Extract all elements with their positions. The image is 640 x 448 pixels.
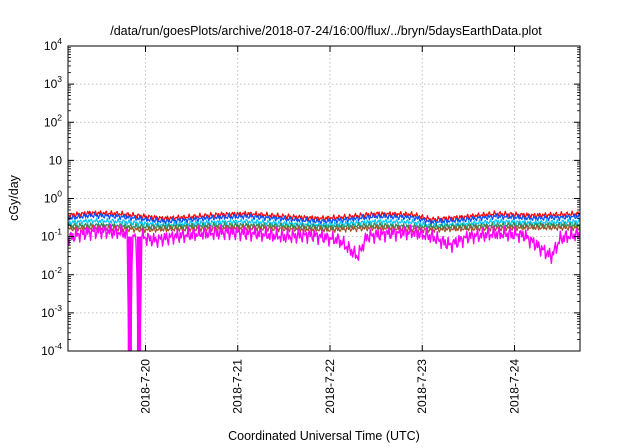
- y-tick-label-base: 10: [44, 39, 58, 53]
- y-tick-label-exponent: 3: [57, 74, 62, 84]
- x-tick-label: 2018-7-24: [508, 359, 522, 414]
- x-axis: 2018-7-20 2018-7-21 2018-7-22 2018-7-23 2018…: [138, 46, 522, 414]
- y-tick-label-base: 10: [44, 77, 58, 91]
- y-tick-label-base: 10: [44, 192, 58, 206]
- x-tick-label: 2018-7-21: [231, 359, 245, 414]
- chart-title: /data/run/goesPlots/archive/2018-07-24/1…: [110, 24, 542, 38]
- y-tick-label-exponent: -2: [54, 265, 62, 275]
- y-tick-label-base: 10: [49, 153, 63, 167]
- series-line: [67, 210, 581, 223]
- y-tick-label-exponent: 2: [57, 112, 62, 122]
- y-tick-label: 10-1: [41, 227, 62, 244]
- grid: [68, 46, 580, 351]
- y-tick-label: 10: [49, 153, 63, 167]
- series-layer: [67, 210, 581, 352]
- y-tick-label: 102: [44, 112, 62, 129]
- x-axis-label: Coordinated Universal Time (UTC): [228, 429, 420, 443]
- y-tick-label-base: 10: [41, 268, 55, 282]
- y-tick-label-base: 10: [41, 344, 55, 358]
- y-tick-label-exponent: 0: [57, 189, 62, 199]
- x-tick-label: 2018-7-23: [415, 359, 429, 414]
- y-tick-label-base: 10: [44, 115, 58, 129]
- x-tick-label: 2018-7-22: [323, 359, 337, 414]
- y-tick-label: 10-4: [41, 341, 62, 358]
- y-tick-label-base: 10: [41, 230, 55, 244]
- y-tick-label: 10-2: [41, 265, 62, 282]
- y-tick-label-base: 10: [41, 306, 55, 320]
- y-tick-label-exponent: -1: [54, 227, 62, 237]
- y-tick-label-exponent: -4: [54, 341, 62, 351]
- y-tick-label: 103: [44, 74, 62, 91]
- y-tick-label-exponent: -3: [54, 303, 62, 313]
- y-tick-label: 100: [44, 189, 62, 206]
- series-line: [67, 224, 581, 234]
- y-tick-label: 104: [44, 36, 62, 53]
- x-tick-label: 2018-7-20: [138, 359, 152, 414]
- series-line: [67, 221, 581, 231]
- series-line: [67, 217, 581, 230]
- y-tick-label: 10-3: [41, 303, 62, 320]
- series-line: [67, 223, 581, 352]
- y-tick-label-exponent: 4: [57, 36, 62, 46]
- y-axis-label: cGy/day: [7, 174, 21, 221]
